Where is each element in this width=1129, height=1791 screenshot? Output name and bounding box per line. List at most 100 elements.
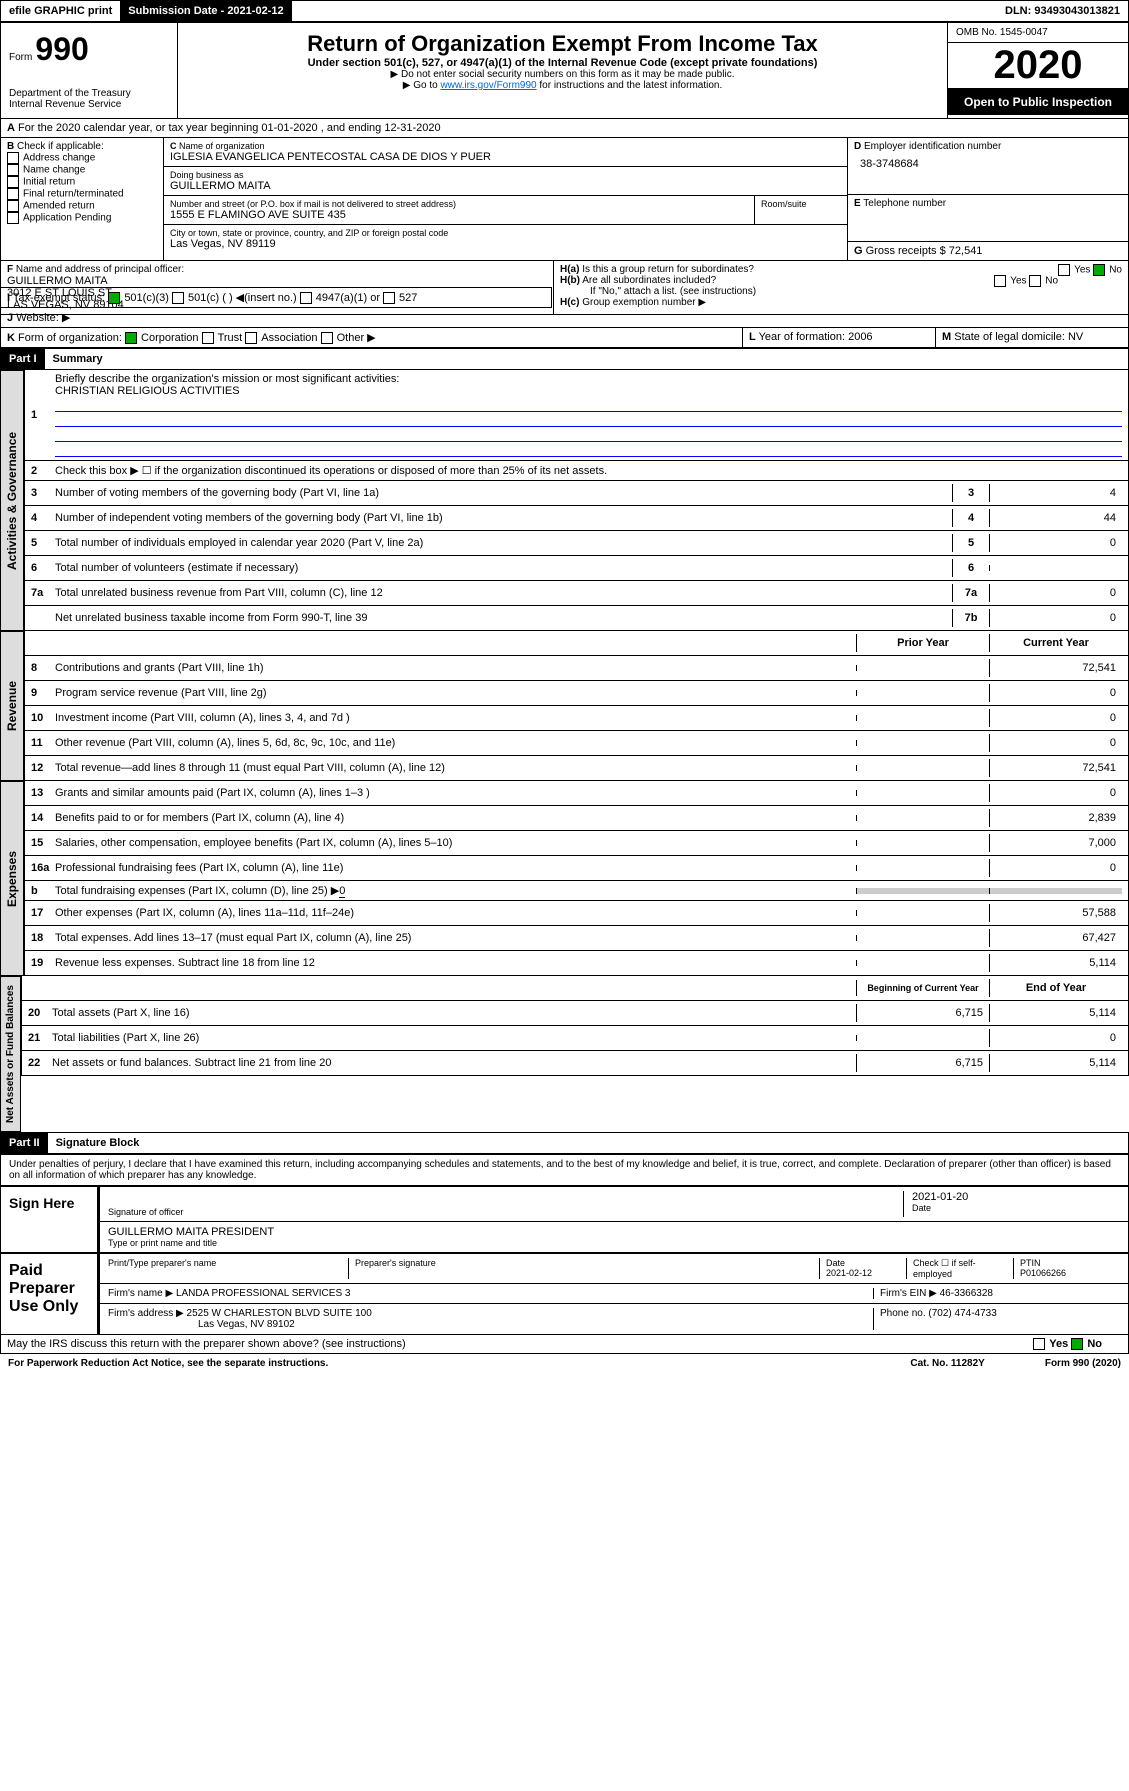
cb-other[interactable] bbox=[321, 332, 333, 344]
cb-address[interactable] bbox=[7, 152, 19, 164]
l19c: 5,114 bbox=[989, 954, 1122, 972]
l14: Benefits paid to or for members (Part IX… bbox=[55, 812, 856, 824]
cb-527[interactable] bbox=[383, 292, 395, 304]
k-lbl: Form of organization: bbox=[18, 332, 122, 344]
firm-ein: 46-3366328 bbox=[940, 1288, 993, 1299]
sign-here: Sign Here bbox=[1, 1187, 97, 1252]
l17c: 57,588 bbox=[989, 904, 1122, 922]
l16ac: 0 bbox=[989, 859, 1122, 877]
l5: Total number of individuals employed in … bbox=[55, 537, 952, 549]
l1: Briefly describe the organization's miss… bbox=[55, 373, 399, 385]
gross-val: 72,541 bbox=[949, 245, 983, 257]
form-number: 990 bbox=[35, 31, 88, 67]
cb-amended[interactable] bbox=[7, 200, 19, 212]
cb-name[interactable] bbox=[7, 164, 19, 176]
l6: Total number of volunteers (estimate if … bbox=[55, 562, 952, 574]
firm-addr-lbl: Firm's address ▶ bbox=[108, 1308, 184, 1319]
paid-preparer: Paid Preparer Use Only bbox=[1, 1254, 97, 1334]
hc: Group exemption number ▶ bbox=[582, 297, 706, 308]
l10: Investment income (Part VIII, column (A)… bbox=[55, 712, 856, 724]
prep-h4: Check ☐ if self-employed bbox=[906, 1258, 1013, 1279]
hb-note: If "No," attach a list. (see instruction… bbox=[560, 286, 1122, 297]
b-label: Check if applicable: bbox=[17, 141, 104, 152]
sig-name: GUILLERMO MAITA PRESIDENT bbox=[108, 1226, 274, 1238]
ph-val: (702) 474-4733 bbox=[928, 1308, 996, 1319]
ha-yes[interactable] bbox=[1058, 264, 1070, 276]
irs: Internal Revenue Service bbox=[9, 99, 169, 110]
cb-initial[interactable] bbox=[7, 176, 19, 188]
efile-label[interactable]: efile GRAPHIC print bbox=[1, 1, 120, 21]
l4: Number of independent voting members of … bbox=[55, 512, 952, 524]
l22b: 6,715 bbox=[856, 1054, 989, 1072]
cb-corp[interactable] bbox=[125, 332, 137, 344]
ein-lbl2: Firm's EIN ▶ bbox=[880, 1288, 937, 1299]
dln: DLN: 93493043013821 bbox=[997, 1, 1128, 21]
l21e: 0 bbox=[989, 1029, 1122, 1047]
note-goto: ▶ Go to bbox=[403, 80, 441, 91]
l4v: 44 bbox=[989, 509, 1122, 527]
hb-yes[interactable] bbox=[994, 275, 1006, 287]
cb-4947[interactable] bbox=[300, 292, 312, 304]
j-lbl: Website: ▶ bbox=[16, 312, 70, 324]
cb-final[interactable] bbox=[7, 188, 19, 200]
prep-h3: Date bbox=[826, 1258, 845, 1268]
form-title: Return of Organization Exempt From Incom… bbox=[186, 31, 939, 57]
officer-name: GUILLERMO MAITA bbox=[7, 275, 547, 287]
sig-date-lbl: Date bbox=[912, 1203, 1112, 1213]
declaration: Under penalties of perjury, I declare th… bbox=[0, 1154, 1129, 1186]
dba: GUILLERMO MAITA bbox=[170, 180, 841, 192]
line-a: For the 2020 calendar year, or tax year … bbox=[18, 122, 441, 134]
l9: Program service revenue (Part VIII, line… bbox=[55, 687, 856, 699]
prep-date: 2021-02-12 bbox=[826, 1268, 872, 1278]
irs-link[interactable]: www.irs.gov/Form990 bbox=[440, 80, 536, 91]
l6v bbox=[989, 565, 1122, 571]
tax-year: 2020 bbox=[948, 43, 1128, 89]
cat: Cat. No. 11282Y bbox=[910, 1358, 984, 1369]
end-hdr: End of Year bbox=[989, 979, 1122, 997]
l7a: Total unrelated business revenue from Pa… bbox=[55, 587, 952, 599]
l20: Total assets (Part X, line 16) bbox=[52, 1007, 856, 1019]
l17: Other expenses (Part IX, column (A), lin… bbox=[55, 907, 856, 919]
cb-trust[interactable] bbox=[202, 332, 214, 344]
discuss: May the IRS discuss this return with the… bbox=[7, 1338, 1013, 1350]
l12: Total revenue—add lines 8 through 11 (mu… bbox=[55, 762, 856, 774]
m-lbl: State of legal domicile: bbox=[954, 331, 1065, 343]
l13c: 0 bbox=[989, 784, 1122, 802]
firm-city: Las Vegas, NV 89102 bbox=[108, 1319, 295, 1330]
l15: Salaries, other compensation, employee b… bbox=[55, 837, 856, 849]
cb-501c3[interactable] bbox=[108, 292, 120, 304]
ein: 38-3748684 bbox=[854, 152, 1122, 176]
part1: Part I bbox=[1, 349, 45, 369]
prior-hdr: Prior Year bbox=[856, 634, 989, 652]
hb-no[interactable] bbox=[1029, 275, 1041, 287]
note-instr: for instructions and the latest informat… bbox=[537, 80, 723, 91]
l19: Revenue less expenses. Subtract line 18 … bbox=[55, 957, 856, 969]
cb-501c[interactable] bbox=[172, 292, 184, 304]
l9c: 0 bbox=[989, 684, 1122, 702]
prep-h5: PTIN bbox=[1020, 1258, 1041, 1268]
submission-date: Submission Date - 2021-02-12 bbox=[120, 1, 291, 21]
form-header: Form 990 Department of the Treasury Inte… bbox=[0, 22, 1129, 119]
c-name-lbl: Name of organization bbox=[179, 141, 265, 151]
l8c: 72,541 bbox=[989, 659, 1122, 677]
discuss-yes[interactable] bbox=[1033, 1338, 1045, 1350]
l18: Total expenses. Add lines 13–17 (must eq… bbox=[55, 932, 856, 944]
l3: Number of voting members of the governin… bbox=[55, 487, 952, 499]
discuss-no[interactable] bbox=[1071, 1338, 1083, 1350]
l2: Check this box ▶ ☐ if the organization d… bbox=[55, 464, 1122, 477]
ha-no[interactable] bbox=[1093, 264, 1105, 276]
firm-addr: 2525 W CHARLESTON BLVD SUITE 100 bbox=[187, 1308, 372, 1319]
l18c: 67,427 bbox=[989, 929, 1122, 947]
l1v: CHRISTIAN RELIGIOUS ACTIVITIES bbox=[55, 385, 240, 397]
firm-lbl: Firm's name ▶ bbox=[108, 1288, 173, 1299]
cb-pending[interactable] bbox=[7, 212, 19, 224]
note-ssn: ▶ Do not enter social security numbers o… bbox=[186, 69, 939, 80]
form-footer: Form 990 (2020) bbox=[1045, 1358, 1121, 1369]
sig-type-lbl: Type or print name and title bbox=[108, 1238, 274, 1248]
ha: Is this a group return for subordinates? bbox=[582, 264, 754, 275]
city: Las Vegas, NV 89119 bbox=[170, 238, 841, 250]
cb-assoc[interactable] bbox=[245, 332, 257, 344]
firm-name: LANDA PROFESSIONAL SERVICES 3 bbox=[176, 1288, 351, 1299]
l10c: 0 bbox=[989, 709, 1122, 727]
beg-hdr: Beginning of Current Year bbox=[856, 980, 989, 996]
